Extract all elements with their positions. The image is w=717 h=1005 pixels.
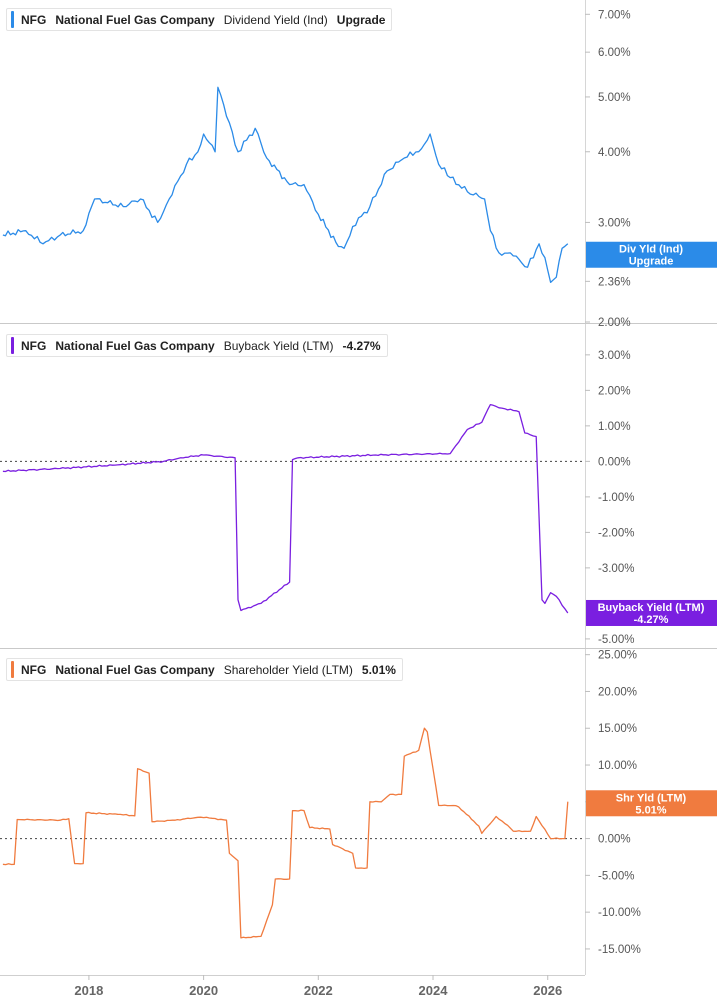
flag-value: Upgrade [629,256,674,268]
flag-label: Shr Yld (LTM) [616,792,687,804]
series-swatch-1 [11,11,14,28]
series-line-3 [2,727,569,939]
y-tick-label: 3.00% [598,217,631,229]
y-tick-label: -2.00% [598,527,634,539]
y-tick-label: 15.00% [598,723,637,735]
y-tick-label: -15.00% [598,944,641,956]
series-value-flag-2: Buyback Yield (LTM)-4.27% [586,599,717,626]
flag-box [586,790,717,817]
x-tick-label: 2020 [189,983,218,998]
y-tick-label: -1.00% [598,492,634,504]
legend-value-3: 5.01% [361,662,396,677]
y-tick-label: -3.00% [598,563,634,575]
y-tick-label: 20.00% [598,686,637,698]
x-tick-label: 2026 [533,983,562,998]
flag-label: Buyback Yield (LTM) [598,602,705,614]
legend-ticker-2: NFG [21,338,47,353]
legend-value-1[interactable]: Upgrade [336,12,386,27]
y-tick-label: 0.00% [598,834,631,846]
legend-value-2: -4.27% [342,338,381,353]
flag-value: -4.27% [634,614,669,626]
series-swatch-2 [11,337,14,354]
legend-company-2: National Fuel Gas Company [55,338,215,353]
y-tick-label: 4.00% [598,147,631,159]
series-line-1 [2,86,569,284]
x-tick-label: 2018 [74,983,103,998]
legend-panel-2[interactable]: NFG National Fuel Gas Company Buyback Yi… [6,334,388,357]
y-tick-label: -5.00% [598,870,634,882]
y-tick-label: 0.00% [598,456,631,468]
y-tick-label: 2.00% [598,317,631,329]
series-line-2 [2,403,569,614]
legend-panel-1[interactable]: NFG National Fuel Gas Company Dividend Y… [6,8,393,31]
y-tick-label: 2.00% [598,385,631,397]
legend-metric-1: Dividend Yield (Ind) [223,12,328,27]
legend-ticker-1: NFG [21,12,47,27]
legend-metric-2: Buyback Yield (LTM) [223,338,334,353]
y-tick-label: 7.00% [598,9,631,21]
series-swatch-3 [11,661,14,678]
y-tick-label: -5.00% [598,634,634,646]
series-value-flag-3: Shr Yld (LTM)5.01% [586,790,717,817]
legend-ticker-3: NFG [21,662,47,677]
y-tick-label: 6.00% [598,47,631,59]
flag-box [586,599,717,626]
legend-company-1: National Fuel Gas Company [55,12,215,27]
flag-box [586,241,717,268]
y-tick-label: -10.00% [598,907,641,919]
legend-panel-3[interactable]: NFG National Fuel Gas Company Shareholde… [6,658,403,681]
y-tick-label: 5.00% [598,92,631,104]
y-tick-label: 3.00% [598,350,631,362]
x-tick-label: 2022 [304,983,333,998]
y-tick-label: 1.00% [598,421,631,433]
x-tick-label: 2024 [419,983,449,998]
y-tick-label: 2.36% [598,276,631,288]
y-tick-label: 10.00% [598,760,637,772]
legend-company-3: National Fuel Gas Company [55,662,215,677]
y-tick-label: 25.00% [598,650,637,662]
flag-label: Div Yld (Ind) [619,244,683,256]
series-value-flag-1: Div Yld (Ind)Upgrade [586,241,717,268]
legend-metric-3: Shareholder Yield (LTM) [223,662,353,677]
flag-value: 5.01% [635,804,666,816]
